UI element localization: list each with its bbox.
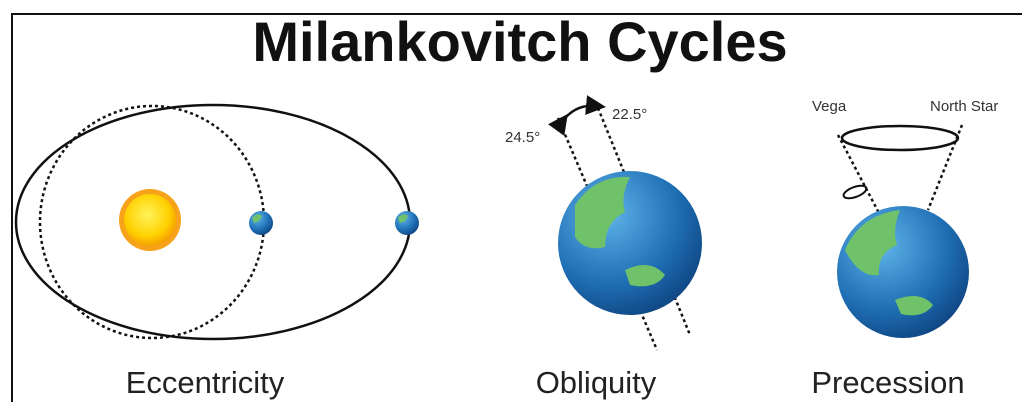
annotation: North Star bbox=[930, 98, 998, 115]
eccentricity-figure bbox=[16, 105, 419, 339]
panel-label: Obliquity bbox=[536, 365, 657, 400]
annotation: Vega bbox=[812, 98, 847, 115]
annotation: 24.5° bbox=[505, 129, 540, 146]
annotation: 22.5° bbox=[612, 106, 647, 123]
title: Milankovitch Cycles bbox=[252, 10, 787, 73]
diagram: Milankovitch Cycles Eccentricity 24.5° 2… bbox=[0, 0, 1022, 402]
panel-label: Eccentricity bbox=[126, 365, 285, 400]
panel-label: Precession bbox=[811, 365, 964, 400]
obliquity-figure bbox=[558, 106, 702, 350]
precession-figure bbox=[837, 125, 969, 338]
